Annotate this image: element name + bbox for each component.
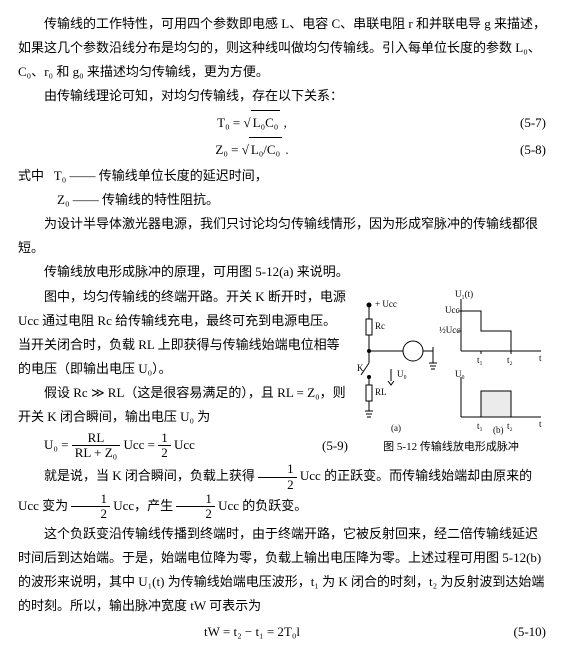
label-t1a: t₁ [477,355,483,365]
def-head: 式中 [18,168,44,183]
label-uoy: U₀ [455,369,465,379]
label-uccy: Ucc [445,305,460,315]
label-halfucc: ½Ucc [439,325,460,335]
equation-number: (5-10) [486,620,546,644]
label-ta: t [539,353,542,363]
paragraph-2: 由传输线理论可知，对均匀传输线，存在以下关系： [18,84,546,108]
label-rl: RL [375,387,387,397]
label-rc: Rc [375,321,385,331]
equation-5-9: U₀ = RLRL + Z₀ Ucc = 12 Ucc (5-9) [44,431,348,461]
figure-5-12: + Ucc Rc K U₀ RL [356,285,546,457]
label-t2b: t₂ [507,421,513,431]
equation-5-10: tW = t₂ − t₁ = 2T₀l (5-10) [18,620,546,644]
label-b: (b) [493,425,504,435]
figure-caption: 图 5-12 传输线放电形成脉冲 [356,437,546,457]
label-ucc: + Ucc [375,299,397,309]
paragraph-4: 传输线放电形成脉冲的原理，可用图 5-12(a) 来说明。 [18,260,546,284]
label-t1b: t₁ [477,421,483,431]
wrap-paragraph-3: 就是说，当 K 闭合瞬间，负载上获得 12 Ucc 的正跃变。而传输线始端却由原… [18,462,546,521]
label-k: K [357,363,364,373]
def-t0: T₀ —— 传输线单位长度的延迟时间， [54,168,268,183]
equation-5-8: Z₀ = √L₀/C₀ . (5-8) [18,137,546,162]
equation-number: (5-8) [486,138,546,162]
definitions: 式中 T₀ —— 传输线单位长度的延迟时间， [18,164,546,188]
equation-number: (5-7) [486,111,546,135]
label-t2a: t₂ [507,355,513,365]
equation-number: (5-9) [288,434,348,458]
equation-5-7: T₀ = √L₀C₀ , (5-7) [18,110,546,135]
label-a: (a) [391,423,401,433]
label-u1t: U₁(t) [455,289,473,299]
paragraph-5: 这个负跃变沿传输线传播到终端时，由于终端开路，它被反射回来，经二倍传输线延迟时间… [18,522,546,618]
paragraph-3: 为设计半导体激光器电源，我们只讨论均匀传输线情形，因为形成窄脉冲的传输线都很短。 [18,212,546,260]
def-z0: Z₀ —— 传输线的特性阻抗。 [18,188,546,212]
label-uo: U₀ [397,369,407,379]
eq-5-10-body: tW = t₂ − t₁ = 2T₀l [18,620,486,644]
paragraph-1: 传输线的工作特性，可用四个参数即电感 L、电容 C、串联电阻 r 和并联电导 g… [18,12,546,84]
label-tb: t [539,419,542,429]
circuit-and-waveform-svg: + Ucc Rc K U₀ RL [357,285,545,435]
